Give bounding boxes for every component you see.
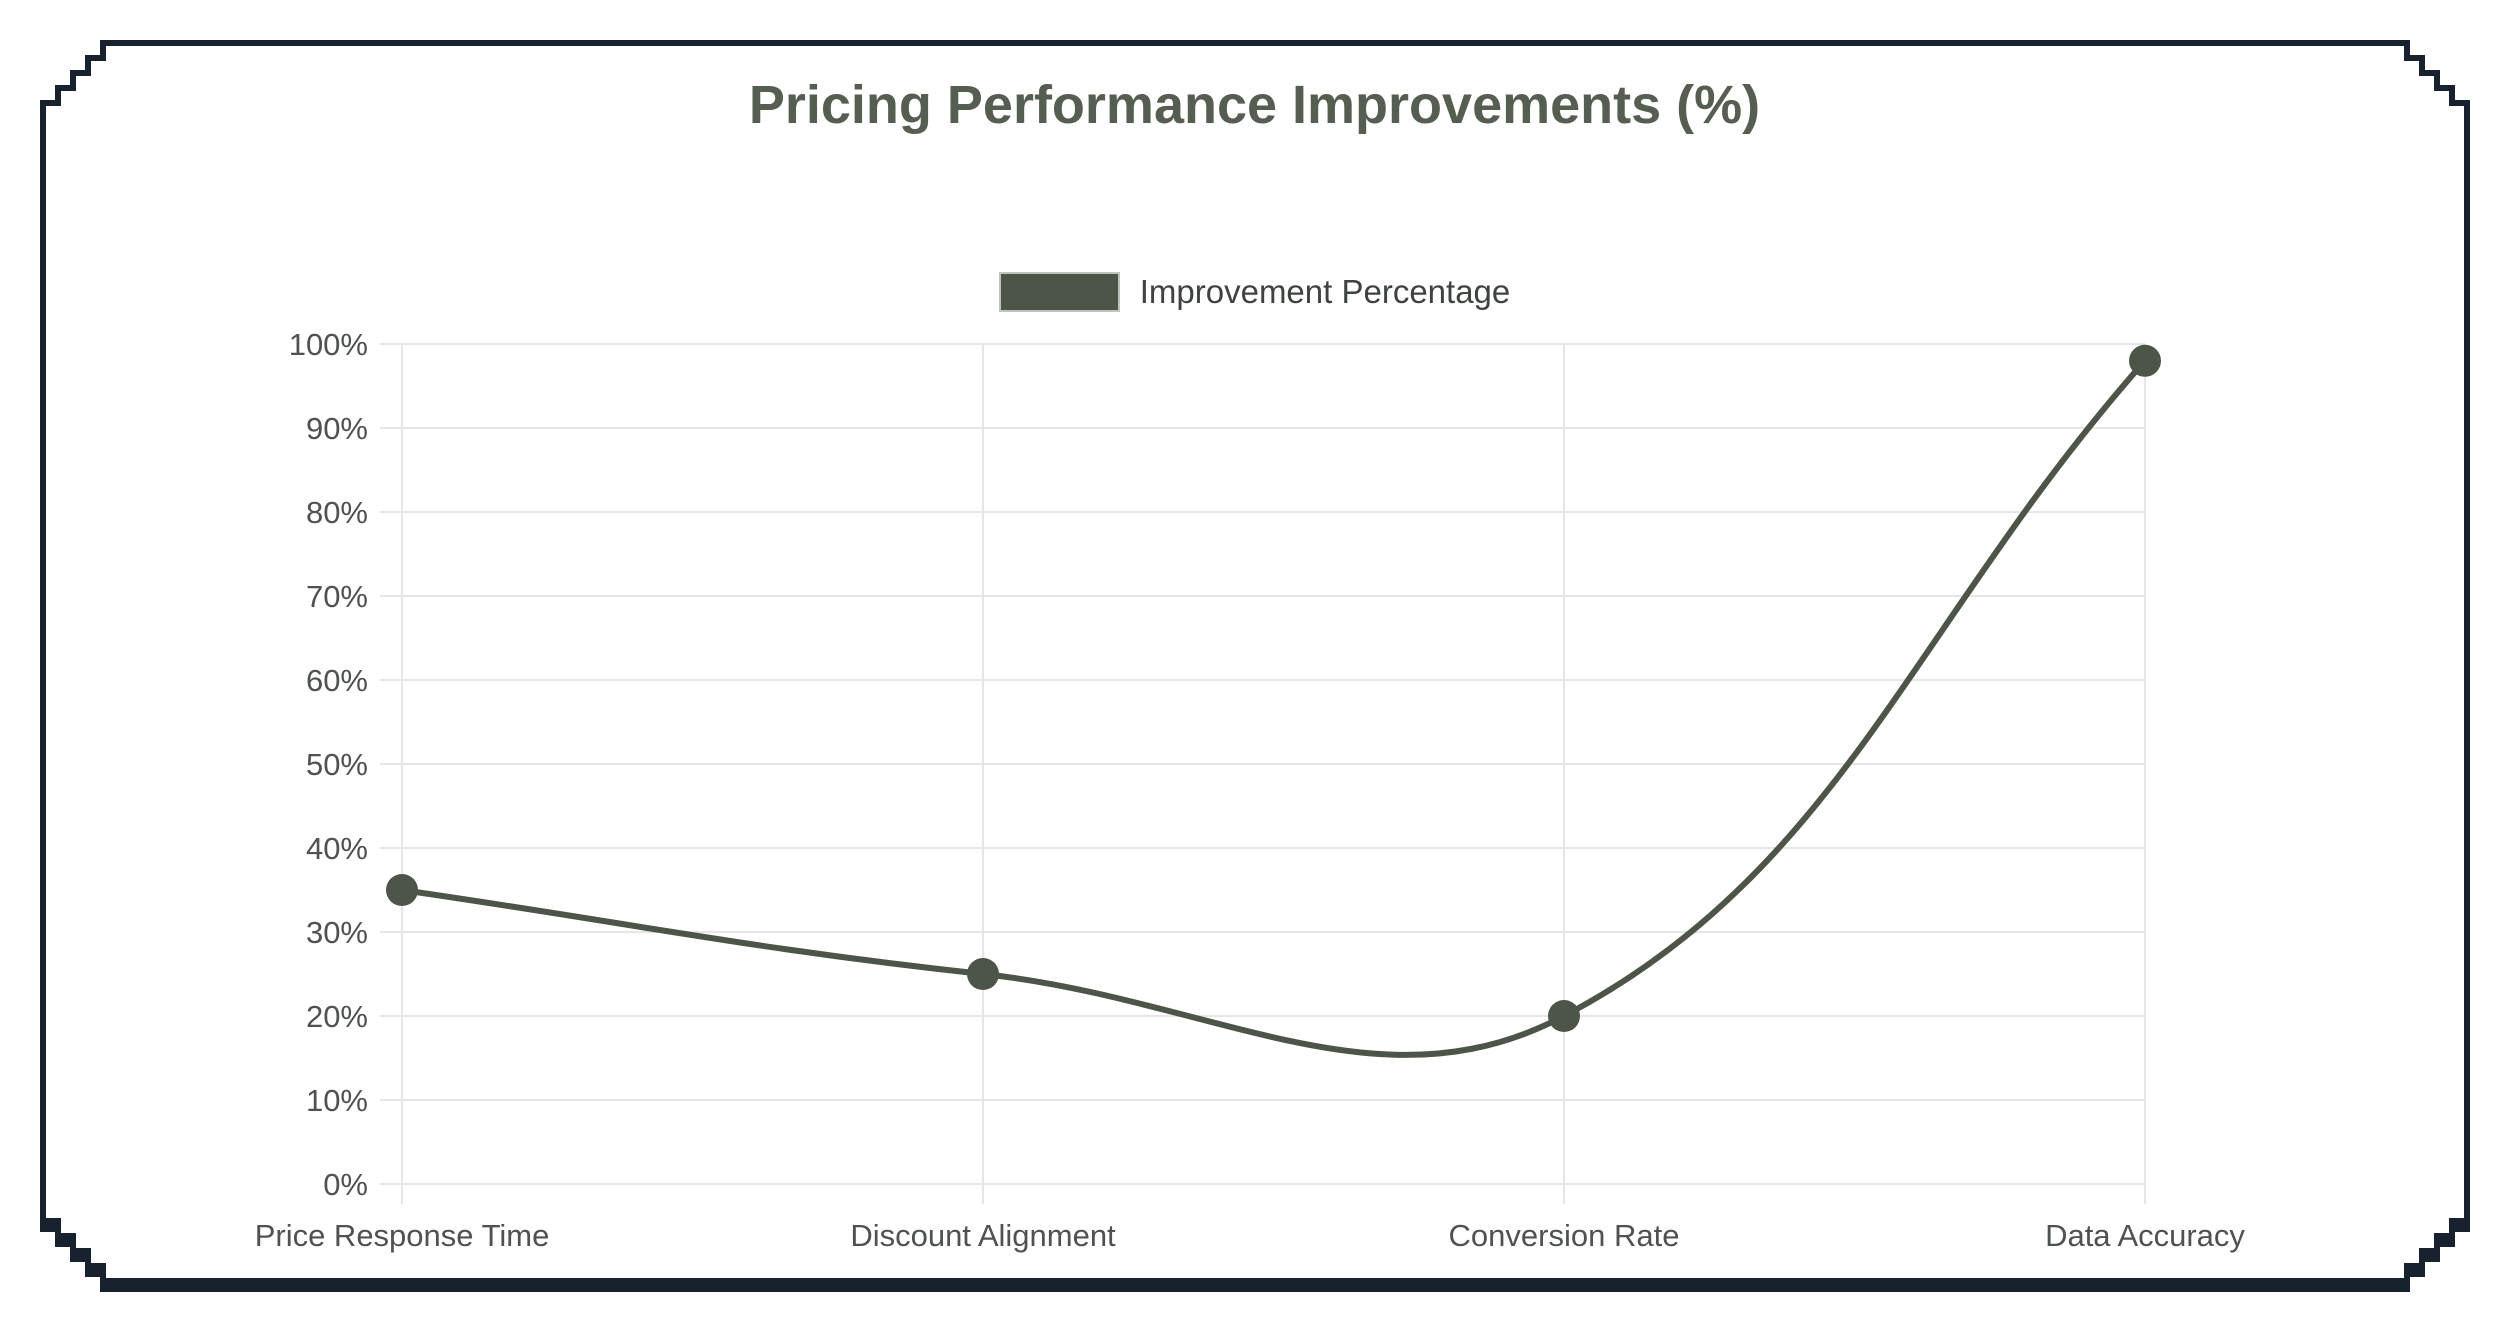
x-tick-label: Conversion Rate [1449,1218,1680,1253]
y-tick-label: 10% [306,1083,368,1118]
chart-title: Pricing Performance Improvements (%) [748,75,1761,135]
y-tick-label: 90% [306,411,368,446]
x-tick-label: Data Accuracy [2045,1218,2245,1253]
legend: Improvement Percentage [0,272,2509,312]
legend-swatch-icon [998,272,1120,312]
y-tick-label: 30% [306,915,368,950]
y-tick-label: 80% [306,495,368,530]
data-point[interactable] [1548,1000,1580,1032]
x-tick-label: Price Response Time [255,1218,550,1253]
legend-label: Improvement Percentage [1139,273,1511,310]
card-frame-inner [46,46,2464,1278]
legend-item[interactable]: Improvement Percentage [998,272,1511,312]
y-tick-label: 70% [306,579,368,614]
data-point[interactable] [967,958,999,990]
y-tick-label: 0% [323,1167,368,1202]
y-tick-label: 60% [306,663,368,698]
series-line [399,357,2148,1058]
data-point[interactable] [2129,344,2161,377]
y-tick-label: 50% [306,747,368,782]
data-point[interactable] [386,874,418,906]
y-tick-label: 100% [289,327,368,362]
y-tick-label: 20% [306,999,368,1034]
x-tick-label: Discount Alignment [850,1218,1116,1253]
y-tick-label: 40% [306,831,368,866]
